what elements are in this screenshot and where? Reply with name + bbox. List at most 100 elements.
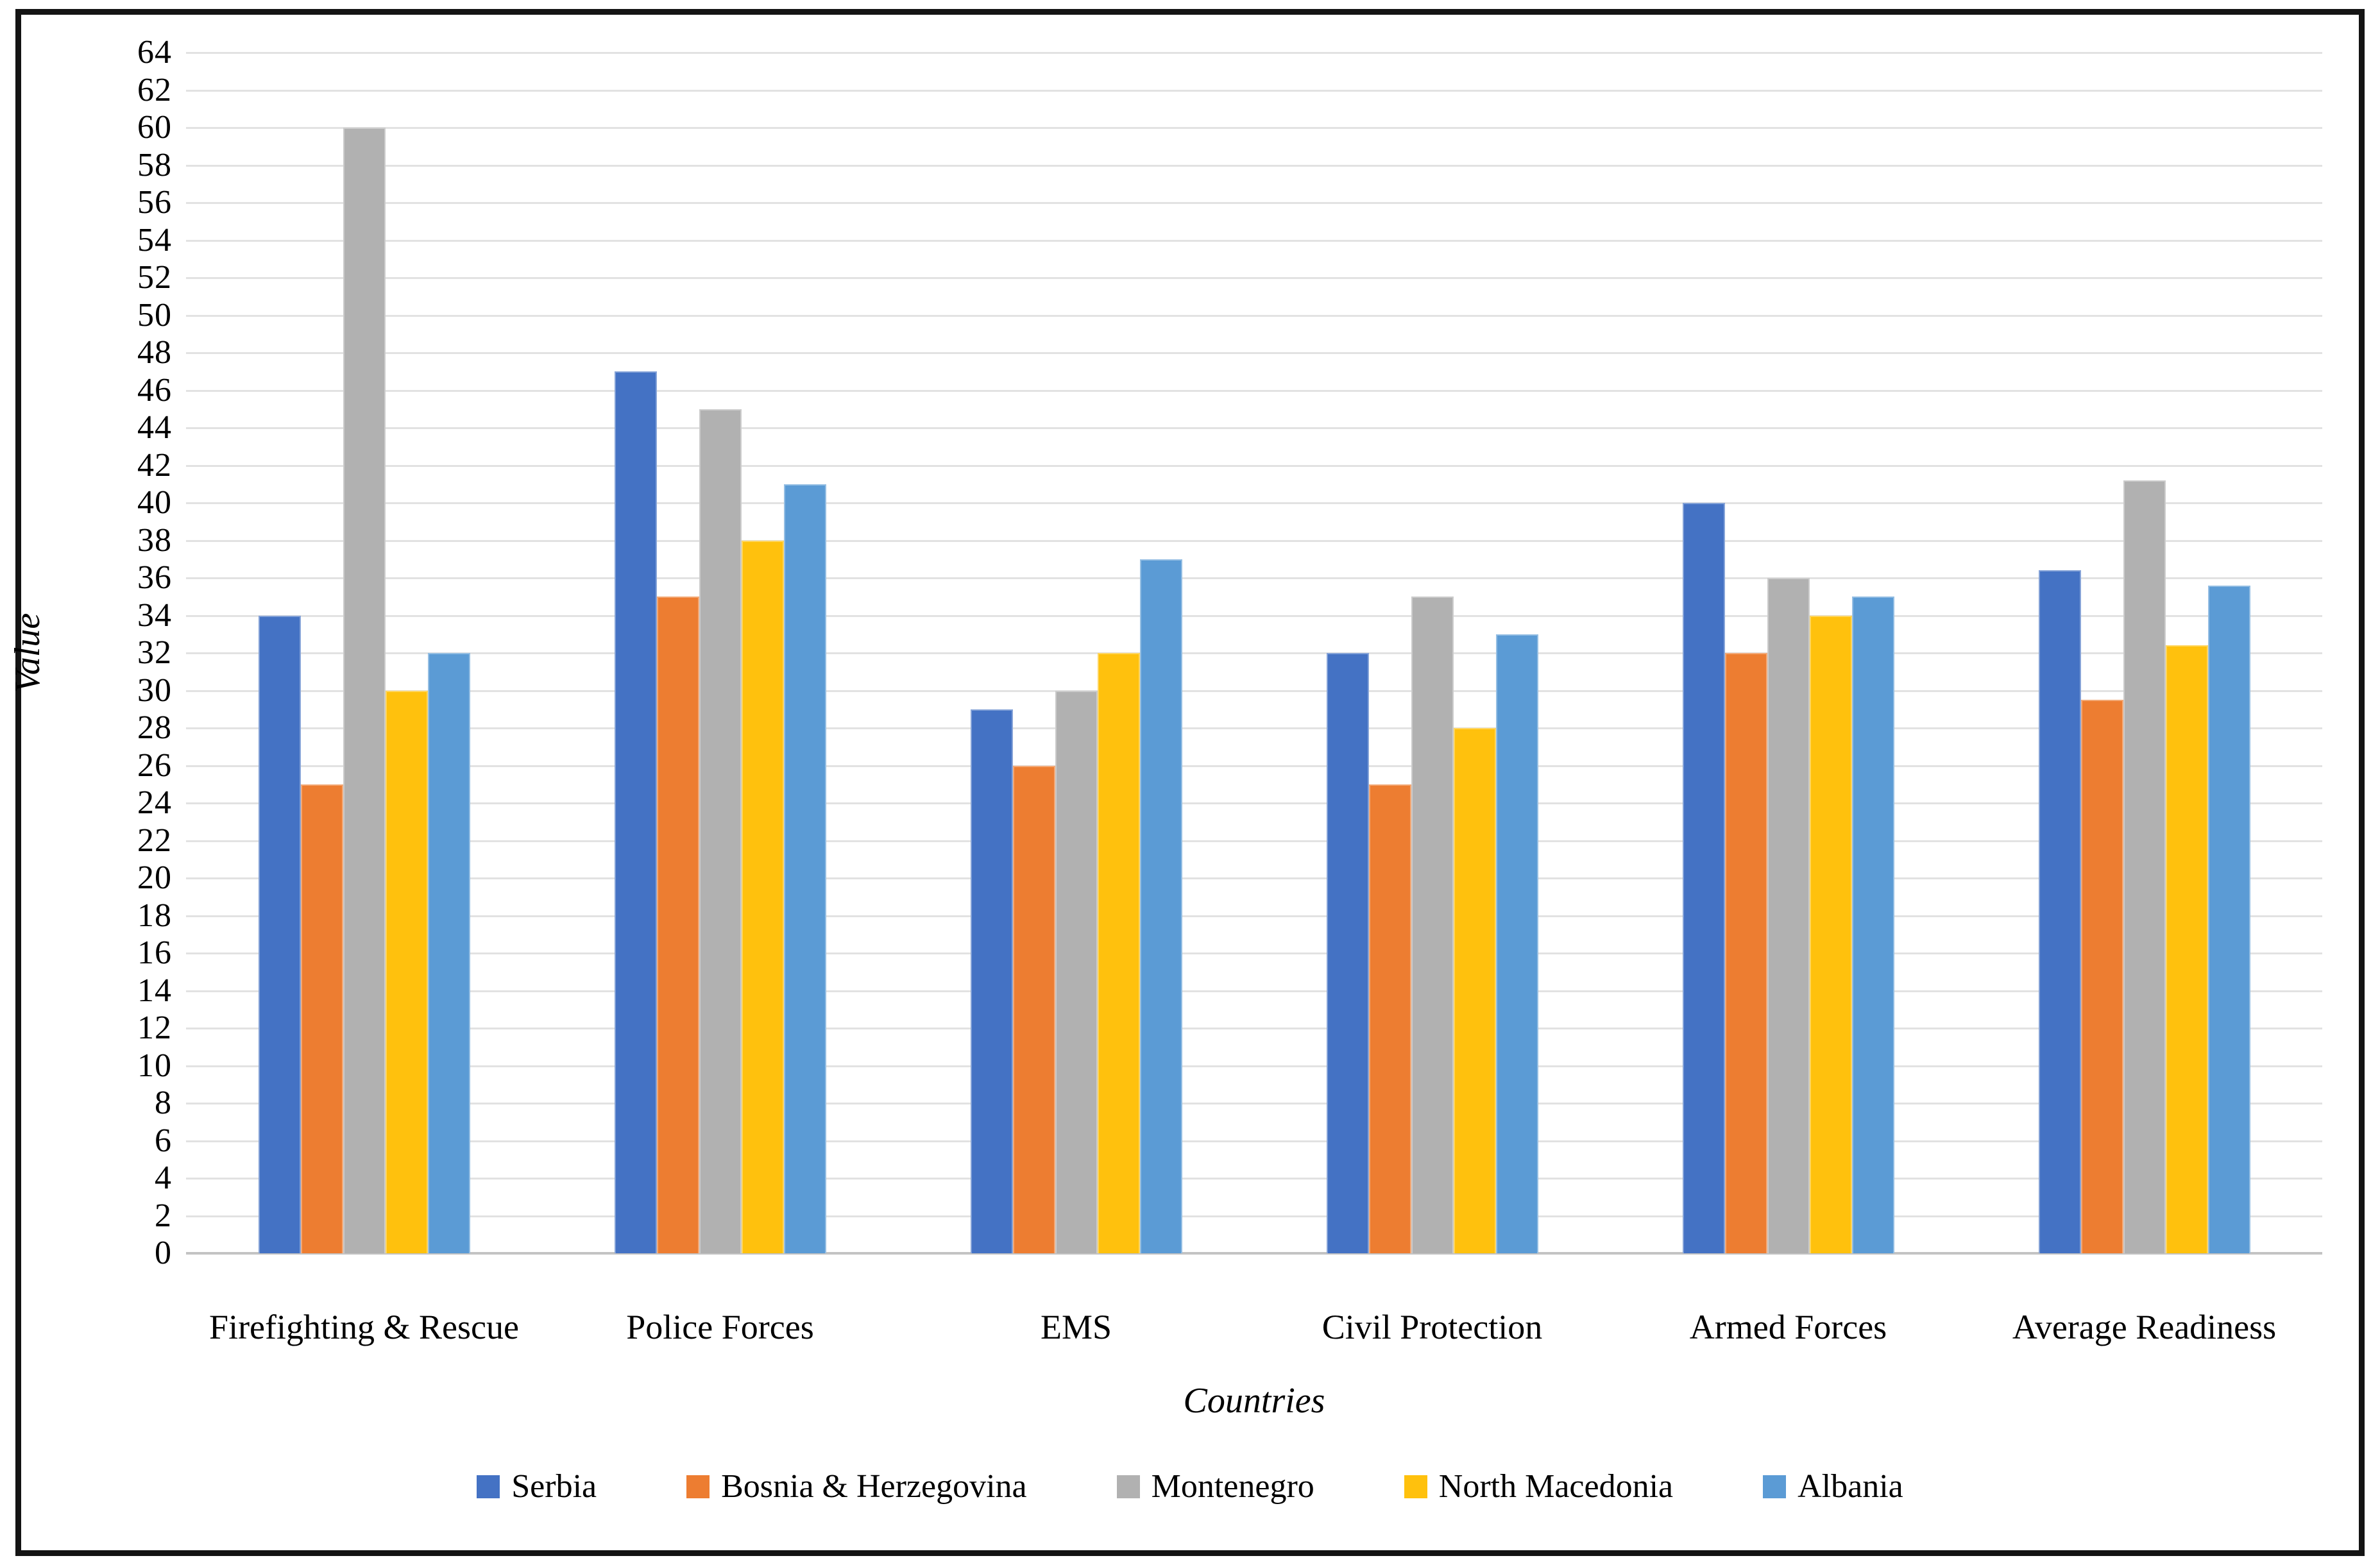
bar-montenegro-firefighting-rescue xyxy=(343,128,386,1253)
y-tick-label-52: 52 xyxy=(137,259,172,296)
gridline-y-42 xyxy=(186,464,2322,467)
legend-item-serbia: Serbia xyxy=(477,1468,597,1505)
bar-albania-average-readiness xyxy=(2207,585,2250,1253)
x-category-label-2: Police Forces xyxy=(626,1308,814,1346)
bar-north-macedonia-police-forces xyxy=(741,540,784,1253)
y-tick-label-16: 16 xyxy=(137,935,172,971)
gridline-y-2 xyxy=(186,1215,2322,1217)
plot-area xyxy=(186,52,2322,1255)
bar-north-macedonia-armed-forces xyxy=(1809,615,1852,1253)
gridline-y-4 xyxy=(186,1178,2322,1180)
bar-albania-civil-protection xyxy=(1495,634,1538,1253)
x-axis-title: Countries xyxy=(1183,1381,1325,1421)
gridline-y-20 xyxy=(186,877,2322,879)
legend-label: Serbia xyxy=(511,1468,597,1505)
gridline-y-52 xyxy=(186,277,2322,279)
gridline-y-48 xyxy=(186,352,2322,354)
bar-albania-police-forces xyxy=(783,484,826,1253)
bar-serbia-civil-protection xyxy=(1326,653,1369,1253)
bar-montenegro-police-forces xyxy=(699,409,742,1253)
legend-swatch-icon xyxy=(1404,1475,1427,1498)
bar-bosnia-herzegovina-firefighting-rescue xyxy=(300,784,343,1253)
gridline-y-14 xyxy=(186,990,2322,992)
y-tick-label-28: 28 xyxy=(137,709,172,746)
y-tick-label-10: 10 xyxy=(137,1047,172,1084)
y-tick-label-36: 36 xyxy=(137,559,172,596)
bar-bosnia-herzegovina-armed-forces xyxy=(1724,653,1767,1253)
y-tick-label-32: 32 xyxy=(137,634,172,671)
gridline-y-60 xyxy=(186,127,2322,129)
y-tick-label-6: 6 xyxy=(155,1122,172,1159)
bar-serbia-ems xyxy=(970,709,1013,1253)
bar-montenegro-ems xyxy=(1055,690,1098,1253)
gridline-y-28 xyxy=(186,727,2322,729)
bar-north-macedonia-ems xyxy=(1097,653,1140,1253)
bar-serbia-average-readiness xyxy=(2038,570,2081,1253)
y-tick-label-4: 4 xyxy=(155,1160,172,1196)
x-category-label-4: Civil Protection xyxy=(1322,1308,1543,1346)
gridline-y-18 xyxy=(186,915,2322,917)
gridline-y-50 xyxy=(186,314,2322,317)
gridline-y-16 xyxy=(186,952,2322,954)
x-category-label-6: Average Readiness xyxy=(2012,1308,2277,1346)
gridline-y-62 xyxy=(186,89,2322,92)
bar-group-3 xyxy=(898,53,1254,1253)
y-tick-label-0: 0 xyxy=(155,1235,172,1271)
bar-groups-container xyxy=(186,53,2322,1253)
gridline-y-56 xyxy=(186,202,2322,204)
legend-swatch-icon xyxy=(477,1475,500,1498)
y-tick-label-42: 42 xyxy=(137,446,172,484)
gridline-y-10 xyxy=(186,1065,2322,1067)
gridline-y-54 xyxy=(186,239,2322,242)
y-tick-label-14: 14 xyxy=(137,972,172,1009)
bar-serbia-firefighting-rescue xyxy=(258,615,301,1253)
legend-item-montenegro: Montenegro xyxy=(1116,1468,1314,1505)
bar-north-macedonia-average-readiness xyxy=(2165,645,2208,1253)
bar-group-4 xyxy=(1254,53,1610,1253)
gridline-y-34 xyxy=(186,614,2322,617)
bar-albania-firefighting-rescue xyxy=(427,653,470,1253)
x-category-label-1: Firefighting & Rescue xyxy=(209,1308,519,1346)
gridline-y-32 xyxy=(186,652,2322,654)
bar-bosnia-herzegovina-average-readiness xyxy=(2080,700,2123,1253)
y-tick-label-58: 58 xyxy=(137,146,172,183)
legend-label: North Macedonia xyxy=(1438,1468,1674,1505)
y-tick-label-18: 18 xyxy=(137,897,172,934)
legend-swatch-icon xyxy=(1763,1475,1787,1498)
y-tick-label-20: 20 xyxy=(137,859,172,896)
bar-montenegro-average-readiness xyxy=(2123,480,2166,1253)
y-tick-label-44: 44 xyxy=(137,409,172,446)
gridline-y-44 xyxy=(186,427,2322,429)
bar-bosnia-herzegovina-civil-protection xyxy=(1368,784,1411,1253)
bar-albania-ems xyxy=(1139,559,1182,1253)
gridline-y-22 xyxy=(186,840,2322,842)
gridline-y-40 xyxy=(186,502,2322,504)
bar-group-5 xyxy=(1610,53,1966,1253)
gridline-y-24 xyxy=(186,802,2322,804)
bar-montenegro-civil-protection xyxy=(1411,596,1454,1253)
y-tick-label-8: 8 xyxy=(155,1085,172,1121)
gridline-y-64 xyxy=(186,52,2322,54)
legend-swatch-icon xyxy=(1116,1475,1140,1498)
bar-bosnia-herzegovina-police-forces xyxy=(656,596,699,1253)
y-tick-label-46: 46 xyxy=(137,371,172,409)
x-axis-category-labels: Firefighting & Rescue Police Forces EMS Civ… xyxy=(186,1307,2322,1347)
y-tick-label-64: 64 xyxy=(137,34,172,71)
bar-bosnia-herzegovina-ems xyxy=(1012,765,1055,1253)
gridline-y-12 xyxy=(186,1028,2322,1029)
bar-group-2 xyxy=(542,53,898,1253)
y-tick-label-38: 38 xyxy=(137,521,172,559)
gridline-y-36 xyxy=(186,577,2322,579)
y-tick-label-62: 62 xyxy=(137,71,172,108)
y-axis-tick-labels: 0 2 4 6 8 10 12 14 16 18 20 22 24 26 28 30 32 34 36 38 40 42 4… xyxy=(38,35,172,1271)
y-tick-label-24: 24 xyxy=(137,784,172,821)
bar-montenegro-armed-forces xyxy=(1767,578,1810,1253)
bar-group-1 xyxy=(186,53,542,1253)
gridline-y-46 xyxy=(186,389,2322,392)
legend-swatch-icon xyxy=(686,1475,710,1498)
y-tick-label-56: 56 xyxy=(137,184,172,221)
y-tick-label-22: 22 xyxy=(137,822,172,859)
legend-label: Albania xyxy=(1798,1468,1903,1505)
gridline-y-58 xyxy=(186,164,2322,167)
legend-item-bosnia-herzegovina: Bosnia & Herzegovina xyxy=(686,1468,1027,1505)
